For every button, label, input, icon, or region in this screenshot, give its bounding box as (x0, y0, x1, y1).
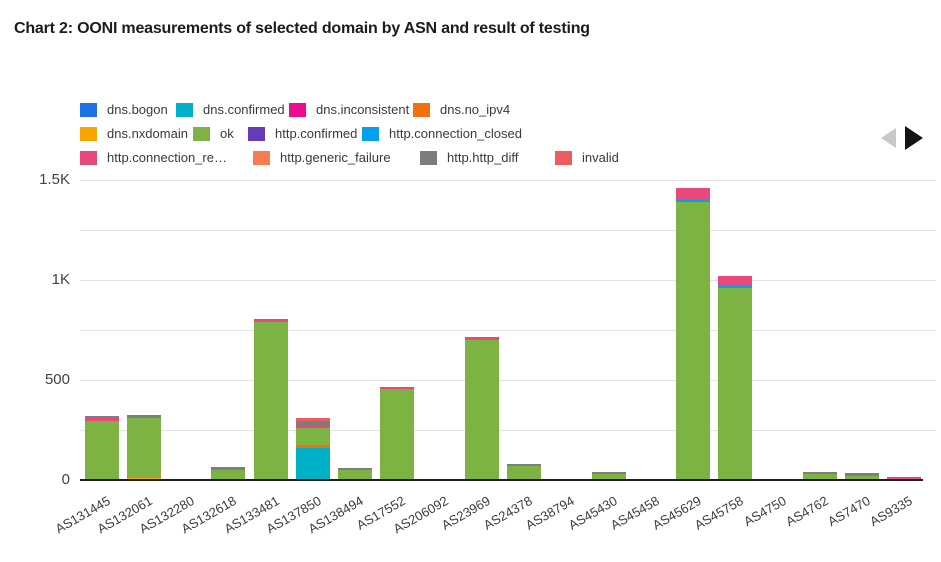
chart-title: Chart 2: OONI measurements of selected d… (14, 20, 590, 37)
legend-swatch-icon (248, 126, 265, 141)
legend-item: http.generic_failure (253, 150, 391, 165)
legend-swatch-icon (80, 150, 97, 165)
legend-item-label: dns.inconsistent (316, 102, 410, 117)
bar-segment[interactable] (464, 338, 499, 340)
legend-item-label: ok (220, 126, 234, 141)
bar-segment[interactable] (126, 415, 161, 418)
y-axis-tick-label: 0 (61, 471, 70, 488)
legend-item: http.http_diff (420, 150, 518, 165)
legend-swatch-icon (193, 126, 210, 141)
bar-segment[interactable] (380, 387, 415, 389)
bar-segment[interactable] (84, 415, 119, 418)
bar-segment[interactable] (507, 465, 541, 467)
bar-segment[interactable] (676, 188, 710, 200)
bar-segment[interactable] (338, 470, 372, 480)
legend-item-label: http.generic_failure (280, 150, 391, 165)
bar-segment[interactable] (253, 320, 288, 322)
bar-segment[interactable] (507, 466, 541, 480)
legend-item: invalid (555, 150, 619, 165)
bar-segment[interactable] (338, 467, 372, 469)
bar-segment[interactable] (718, 288, 753, 480)
legend-item: dns.no_ipv4 (413, 102, 510, 117)
bar-segment[interactable] (84, 417, 119, 421)
bar-segment[interactable] (295, 448, 330, 480)
legend-swatch-icon (362, 126, 379, 141)
bar-segment[interactable] (464, 337, 499, 339)
legend-swatch-icon (420, 150, 437, 165)
legend-item-label: http.connection_re… (107, 150, 227, 165)
legend-swatch-icon (555, 150, 572, 165)
bar-segment[interactable] (380, 389, 415, 480)
bar-segment[interactable] (253, 319, 288, 320)
bar-segment[interactable] (718, 276, 753, 286)
bar-segment[interactable] (845, 473, 879, 475)
bar-segment[interactable] (380, 386, 415, 388)
legend-item-label: dns.bogon (107, 102, 168, 117)
bar-segment[interactable] (126, 418, 161, 479)
bar-segment[interactable] (338, 468, 372, 470)
legend-next-icon[interactable] (905, 126, 923, 150)
bar-segment[interactable] (802, 472, 837, 474)
legend-swatch-icon (253, 150, 270, 165)
legend-item: http.confirmed (248, 126, 357, 141)
bar-segment[interactable] (295, 426, 330, 429)
gridline (80, 430, 936, 431)
legend-item: dns.nxdomain (80, 126, 188, 141)
legend-item: dns.confirmed (176, 102, 285, 117)
legend-swatch-icon (176, 102, 193, 117)
bar-segment[interactable] (845, 475, 879, 476)
gridline (80, 380, 936, 381)
gridline (80, 230, 936, 231)
bar-segment[interactable] (295, 428, 330, 446)
bar-segment[interactable] (211, 469, 246, 480)
x-axis-baseline (80, 479, 923, 481)
legend-item-label: invalid (582, 150, 619, 165)
legend-item: http.connection_closed (362, 126, 522, 141)
legend-item-label: http.connection_closed (389, 126, 522, 141)
bar-segment[interactable] (295, 445, 330, 449)
bar-segment[interactable] (802, 474, 837, 480)
legend-item: http.connection_re… (80, 150, 227, 165)
bar-segment[interactable] (591, 474, 626, 480)
bar-segment[interactable] (464, 340, 499, 480)
gridline (80, 280, 936, 281)
bar-segment[interactable] (845, 476, 879, 480)
legend-item: dns.inconsistent (289, 102, 409, 117)
bar-segment[interactable] (591, 472, 626, 474)
bar-segment[interactable] (676, 200, 710, 202)
legend-item-label: dns.nxdomain (107, 126, 188, 141)
gridline (80, 330, 936, 331)
bar-segment[interactable] (126, 417, 161, 419)
legend-item-label: http.http_diff (447, 150, 519, 165)
y-axis-tick-label: 1.5K (39, 171, 70, 188)
legend-item-label: dns.no_ipv4 (440, 102, 511, 117)
bar-segment[interactable] (591, 473, 626, 475)
bar-segment[interactable] (887, 477, 922, 479)
legend-swatch-icon (80, 126, 97, 141)
gridline (80, 180, 936, 181)
legend-item-label: http.confirmed (275, 126, 358, 141)
bar-segment[interactable] (295, 421, 330, 426)
bar-segment[interactable] (253, 322, 288, 480)
legend-swatch-icon (289, 102, 306, 117)
legend-prev-icon[interactable] (881, 128, 896, 148)
bar-segment[interactable] (295, 418, 330, 421)
bar-segment[interactable] (718, 286, 753, 288)
y-axis-tick-label: 1K (51, 271, 70, 288)
bar-segment[interactable] (676, 202, 710, 480)
legend-item: ok (193, 126, 234, 141)
bar-segment[interactable] (211, 468, 246, 470)
legend-item-label: dns.confirmed (203, 102, 285, 117)
legend-swatch-icon (413, 102, 430, 117)
legend-swatch-icon (80, 102, 97, 117)
bar-segment[interactable] (211, 467, 246, 469)
legend-item: dns.bogon (80, 102, 168, 117)
bar-segment[interactable] (887, 478, 922, 480)
bar-segment[interactable] (507, 464, 541, 466)
bar-segment[interactable] (84, 421, 119, 480)
y-axis-tick-label: 500 (44, 371, 70, 388)
